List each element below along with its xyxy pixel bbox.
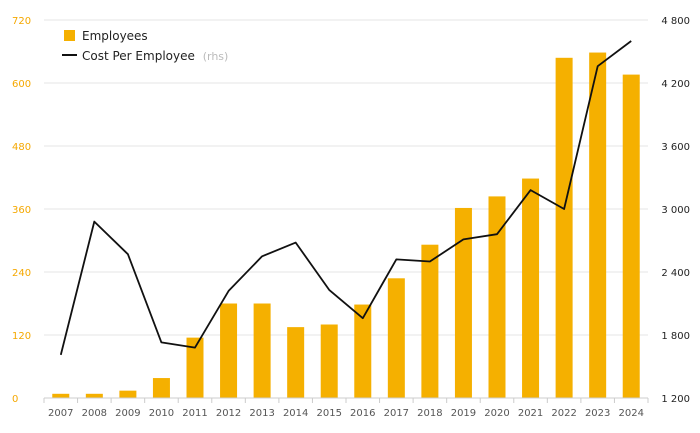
employees-bar-2020 <box>488 196 506 398</box>
employees-bar-2017 <box>387 278 405 398</box>
employees-bar-2009 <box>119 390 137 398</box>
cost-per-employee-line <box>59 40 632 356</box>
x-axis-tick-label: 2019 <box>451 408 476 419</box>
legend-label-cost-per-employee-name: Cost Per Employee <box>82 49 195 63</box>
x-axis-tick-label: 2013 <box>249 408 274 419</box>
employees-bar-2018 <box>421 244 439 398</box>
left-axis-tick-label: 480 <box>12 142 31 153</box>
x-axis-tick-label: 2021 <box>518 408 543 419</box>
employees-bar-2022 <box>555 57 573 399</box>
employees-bar-2012 <box>220 303 238 398</box>
cost-per-employee-line-group <box>59 40 632 356</box>
right-axis-tick-label: 3 600 <box>661 142 690 153</box>
right-axis-tick-label: 3 000 <box>661 205 690 216</box>
left-axis-tick-label: 120 <box>12 331 31 342</box>
x-axis-tick-label: 2023 <box>585 408 610 419</box>
left-axis-tick-label: 360 <box>12 205 31 216</box>
employees-bar-2014 <box>287 327 305 398</box>
employees-bar-2021 <box>522 178 540 398</box>
employees-bar-2013 <box>253 303 271 398</box>
x-axis-tick-label: 2010 <box>149 408 174 419</box>
x-axis-tick-label: 2014 <box>283 408 308 419</box>
employees-bar-2015 <box>320 324 338 398</box>
x-axis-tick-label: 2017 <box>384 408 409 419</box>
right-axis-tick-label: 1 200 <box>661 394 690 405</box>
axes: 0 1 200 120 1 800 240 2 400 360 3 000 480 3 600 60… <box>12 16 690 419</box>
x-axis-tick-label: 2016 <box>350 408 375 419</box>
x-axis-tick-label: 2015 <box>316 408 341 419</box>
employees-bar-2023 <box>589 52 607 399</box>
x-axis-tick-label: 2011 <box>182 408 207 419</box>
gridlines <box>44 19 648 336</box>
x-axis-tick-label: 2008 <box>82 408 107 419</box>
x-axis-tick-label: 2022 <box>551 408 576 419</box>
legend-swatch-employees <box>64 30 75 41</box>
x-axis-tick-label: 2018 <box>417 408 442 419</box>
legend-label-cost-per-employee: Cost Per Employee (rhs) <box>82 49 228 63</box>
left-axis-tick-label: 0 <box>12 394 18 405</box>
legend-label-rhs-note: (rhs) <box>203 50 229 63</box>
x-axis-tick-label: 2009 <box>115 408 140 419</box>
right-axis-tick-label: 2 400 <box>661 268 690 279</box>
x-axis-tick-label: 2012 <box>216 408 241 419</box>
left-axis-tick-label: 240 <box>12 268 31 279</box>
right-axis-tick-label: 4 200 <box>661 79 690 90</box>
employees-bars <box>52 52 640 399</box>
employees-bar-2007 <box>52 393 70 398</box>
right-axis-tick-label: 4 800 <box>661 16 690 27</box>
x-axis-tick-label: 2020 <box>484 408 509 419</box>
employees-bar-2016 <box>354 304 372 398</box>
employees-bar-2008 <box>85 393 103 398</box>
x-axis-tick-label: 2007 <box>48 408 73 419</box>
x-axis-tick-label: 2024 <box>618 408 643 419</box>
employees-bar-2019 <box>454 207 472 398</box>
employees-bar-2011 <box>186 337 204 398</box>
legend: Employees Cost Per Employee (rhs) <box>62 29 228 63</box>
left-axis-tick-label: 720 <box>12 16 31 27</box>
left-axis-tick-label: 600 <box>12 79 31 90</box>
right-axis-tick-label: 1 800 <box>661 331 690 342</box>
employees-bar-2010 <box>152 378 170 398</box>
employees-bar-2024 <box>622 74 640 398</box>
legend-label-employees: Employees <box>82 29 148 43</box>
